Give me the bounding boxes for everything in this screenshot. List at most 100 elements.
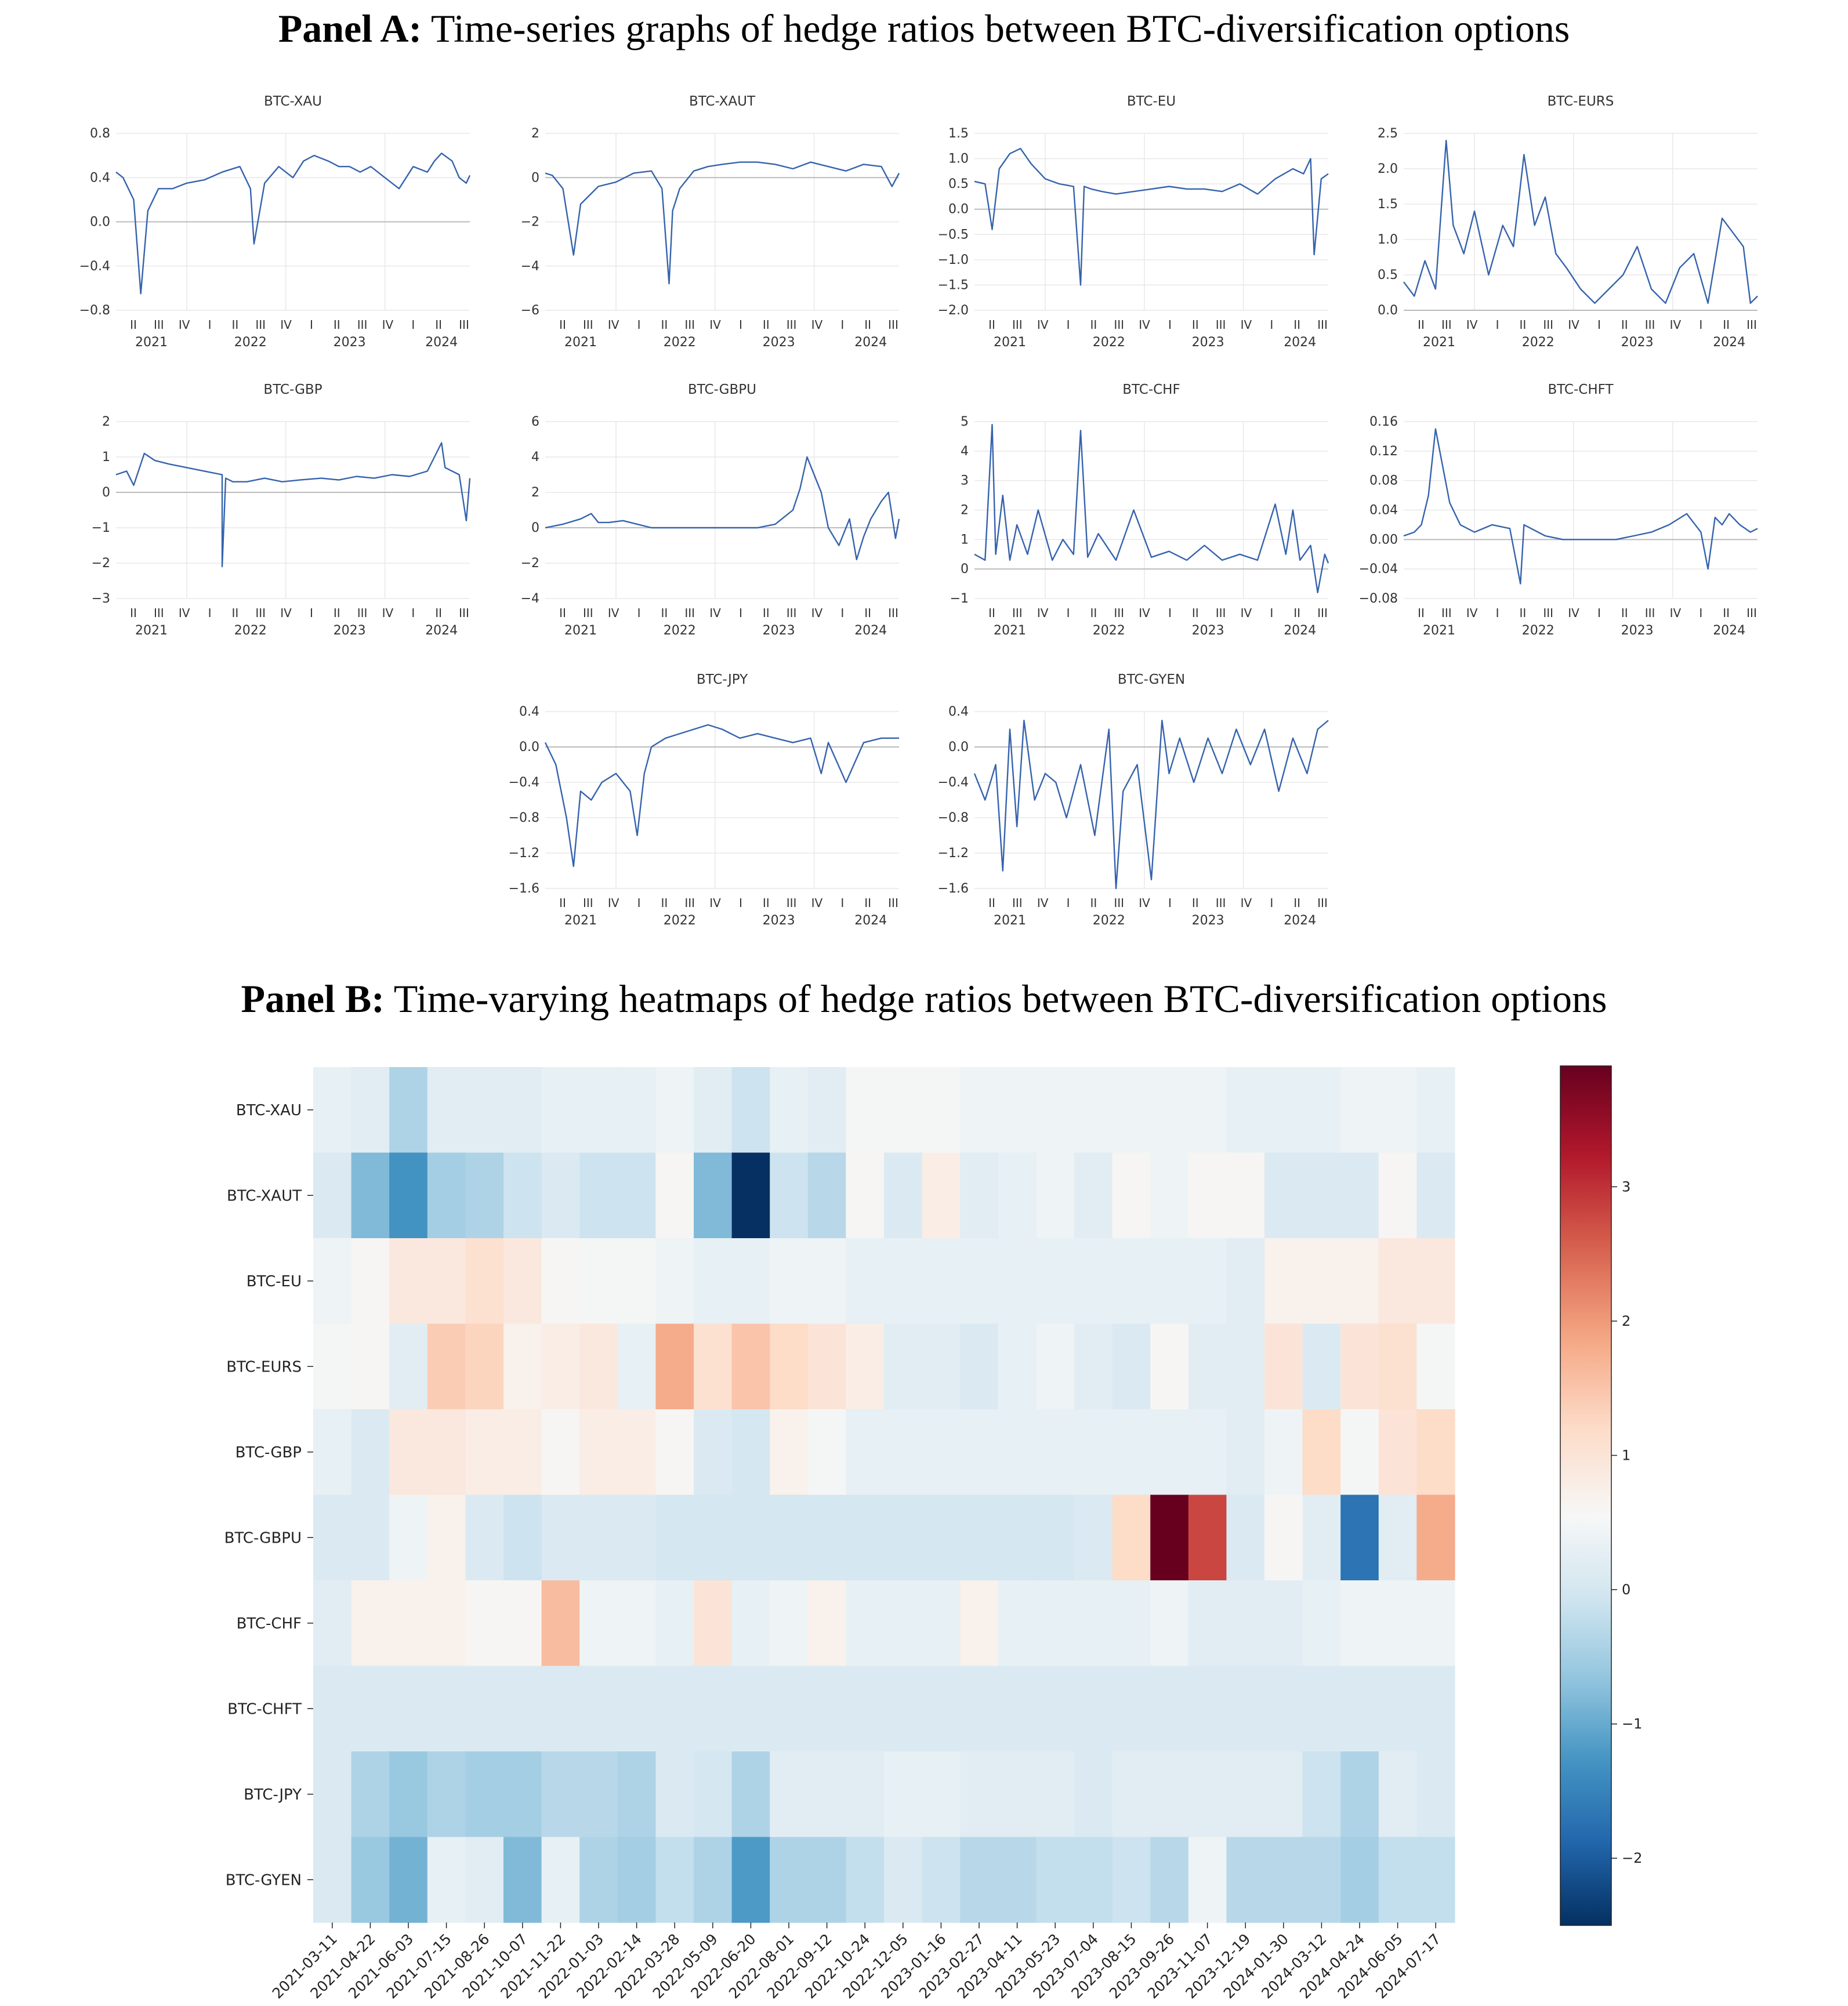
heatmap-cell: [960, 1238, 999, 1325]
heatmap-cell: [313, 1751, 352, 1838]
heatmap-cell: [922, 1067, 961, 1153]
heatmap-cell: [1302, 1409, 1341, 1496]
y-tick-label: −0.08: [1359, 592, 1398, 606]
x-quarter-tick: I: [739, 896, 742, 910]
x-quarter-tick: I: [1067, 606, 1070, 620]
x-quarter-tick: I: [637, 896, 641, 910]
x-quarter-tick: I: [840, 606, 844, 620]
x-quarter-tick: III: [1114, 896, 1124, 910]
heatmap-cell: [846, 1666, 885, 1752]
heatmap-cell: [1378, 1238, 1417, 1325]
x-quarter-tick: IV: [608, 606, 619, 620]
heatmap-cell: [655, 1837, 694, 1923]
chart-title: BTC-XAUT: [689, 94, 756, 109]
heatmap-cell: [617, 1152, 656, 1239]
heatmap-cell: [1150, 1238, 1189, 1325]
heatmap-cell: [1416, 1666, 1455, 1752]
heatmap-cell: [1150, 1494, 1189, 1581]
heatmap-cell: [1036, 1837, 1075, 1923]
heatmap-cell: [1150, 1152, 1189, 1239]
heatmap-cell: [541, 1409, 580, 1496]
y-tick-label: −0.5: [938, 227, 969, 242]
heatmap-cell: [846, 1837, 885, 1923]
heatmap-cell: [731, 1666, 770, 1752]
x-year-tick: 2021: [994, 623, 1026, 638]
heatmap-cell: [1416, 1409, 1455, 1496]
heatmap-row-label: BTC-CHF: [237, 1615, 302, 1633]
heatmap-cell: [1074, 1837, 1113, 1923]
y-tick-label: 0.5: [948, 177, 969, 191]
heatmap-cell: [960, 1666, 999, 1752]
heatmap-cell: [770, 1409, 809, 1496]
colorbar-tick-label: 3: [1622, 1178, 1630, 1195]
heatmap-cell: [351, 1152, 390, 1239]
heatmap-cell: [884, 1152, 923, 1239]
series-line: [545, 161, 900, 285]
x-year-tick: 2021: [564, 335, 597, 350]
x-quarter-tick: I: [1496, 318, 1499, 332]
heatmap-cell: [1074, 1409, 1113, 1496]
y-tick-label: −0.8: [79, 303, 110, 318]
heatmap-cell: [807, 1323, 846, 1410]
heatmap-cell: [427, 1323, 466, 1410]
heatmap-cell: [1340, 1238, 1379, 1325]
x-quarter-tick: II: [559, 318, 566, 332]
heatmap-cell: [351, 1580, 390, 1667]
heatmap-cell: [1036, 1409, 1075, 1496]
heatmap-cell: [1188, 1751, 1227, 1838]
heatmap-cell: [1226, 1409, 1265, 1496]
heatmap-cell: [313, 1837, 352, 1923]
x-quarter-tick: I: [1067, 318, 1070, 332]
y-tick-label: 0.00: [1369, 532, 1398, 547]
x-year-tick: 2021: [1423, 623, 1455, 638]
x-quarter-tick: III: [459, 318, 469, 332]
heatmap-cell: [579, 1751, 618, 1838]
x-quarter-tick: II: [988, 606, 995, 620]
heatmap-cell: [465, 1666, 504, 1752]
x-quarter-tick: I: [310, 318, 313, 332]
heatmap-cell: [1074, 1152, 1113, 1239]
heatmap-cell: [807, 1494, 846, 1581]
y-tick-label: 0.4: [90, 171, 110, 185]
series-line: [544, 724, 899, 868]
x-quarter-tick: II: [1293, 318, 1300, 332]
x-quarter-tick: II: [1621, 318, 1628, 332]
heatmap-cell: [694, 1751, 733, 1838]
heatmap-cell: [503, 1238, 542, 1325]
x-quarter-tick: II: [661, 318, 668, 332]
heatmap-cell: [617, 1238, 656, 1325]
heatmap-cell: [617, 1666, 656, 1752]
heatmap-cell: [351, 1494, 390, 1581]
x-quarter-tick: III: [888, 896, 898, 910]
heatmap-cell: [1302, 1238, 1341, 1325]
x-year-tick: 2024: [1284, 913, 1316, 928]
heatmap-cell: [807, 1666, 846, 1752]
chart-title: BTC-GYEN: [1118, 672, 1185, 687]
heatmap-cell: [694, 1409, 733, 1496]
heatmap-cell: [1302, 1837, 1341, 1923]
x-quarter-tick: II: [435, 318, 442, 332]
heatmap-cell: [807, 1580, 846, 1667]
heatmap-cell: [389, 1494, 428, 1581]
x-quarter-tick: IV: [608, 318, 619, 332]
heatmap-cell: [1188, 1494, 1227, 1581]
x-quarter-tick: IV: [179, 606, 190, 620]
heatmap-cell: [351, 1323, 390, 1410]
panel-b-title: Panel B: Time-varying heatmaps of hedge …: [241, 977, 1607, 1021]
heatmap-cell: [351, 1238, 390, 1325]
x-quarter-tick: IV: [1568, 318, 1579, 332]
x-year-tick: 2024: [425, 623, 458, 638]
panel-b-heatmap: BTC-XAU BTC-XAUT BTC-EU BTC-EURS BTC-GBP BTC-…: [224, 1065, 1642, 2002]
x-quarter-tick: III: [684, 318, 695, 332]
heatmap-cell: [884, 1666, 923, 1752]
heatmap-cell: [998, 1409, 1037, 1496]
x-quarter-tick: I: [1699, 318, 1702, 332]
heatmap-cell: [770, 1837, 809, 1923]
x-quarter-tick: IV: [811, 318, 823, 332]
heatmap-row-label: BTC-XAU: [236, 1102, 302, 1119]
x-year-tick: 2023: [1621, 623, 1654, 638]
heatmap-cell: [465, 1837, 504, 1923]
heatmap-row-btc-gbp: BTC-GBP: [235, 1409, 1455, 1496]
heatmap-cell: [1226, 1494, 1265, 1581]
